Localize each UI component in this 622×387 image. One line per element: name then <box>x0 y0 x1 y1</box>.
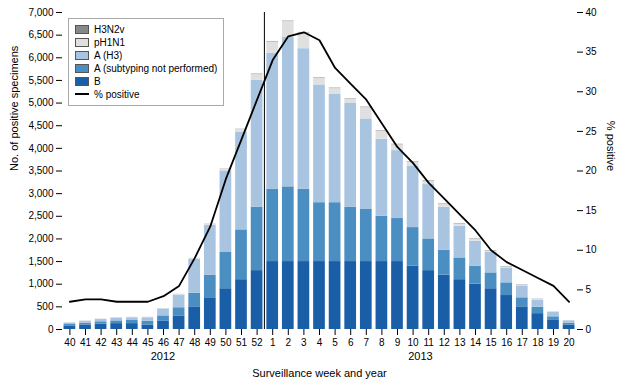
svg-text:44: 44 <box>127 337 139 348</box>
svg-text:2013: 2013 <box>408 350 432 362</box>
svg-text:% positive: % positive <box>605 121 617 171</box>
svg-text:20: 20 <box>586 165 598 176</box>
svg-text:48: 48 <box>189 337 201 348</box>
svg-text:2,500: 2,500 <box>28 210 53 221</box>
svg-text:16: 16 <box>501 337 513 348</box>
svg-text:12: 12 <box>439 337 451 348</box>
svg-text:14: 14 <box>470 337 482 348</box>
svg-text:46: 46 <box>158 337 170 348</box>
svg-text:15: 15 <box>486 337 498 348</box>
html-text:A (H3): A (H3) <box>94 50 123 61</box>
html-text:A (subtyping not performed): A (subtyping not performed) <box>94 63 218 74</box>
svg-text:8: 8 <box>379 337 385 348</box>
html-text:B: B <box>94 76 101 87</box>
svg-text:4,500: 4,500 <box>28 120 53 131</box>
svg-text:40: 40 <box>64 337 76 348</box>
svg-text:6,000: 6,000 <box>28 52 53 63</box>
svg-text:49: 49 <box>205 337 217 348</box>
svg-text:Surveillance week and year: Surveillance week and year <box>252 367 387 379</box>
svg-text:42: 42 <box>96 337 108 348</box>
svg-text:2,000: 2,000 <box>28 233 53 244</box>
svg-text:4,000: 4,000 <box>28 143 53 154</box>
svg-text:51: 51 <box>236 337 248 348</box>
svg-text:No. of positive specimens: No. of positive specimens <box>8 45 20 171</box>
svg-text:3,000: 3,000 <box>28 188 53 199</box>
svg-text:19: 19 <box>548 337 560 348</box>
svg-text:52: 52 <box>252 337 264 348</box>
svg-text:47: 47 <box>174 337 186 348</box>
svg-text:6: 6 <box>348 337 354 348</box>
svg-text:9: 9 <box>395 337 401 348</box>
svg-text:11: 11 <box>424 337 435 348</box>
svg-text:50: 50 <box>220 337 232 348</box>
svg-text:500: 500 <box>37 301 54 312</box>
svg-text:5: 5 <box>332 337 338 348</box>
svg-text:2012: 2012 <box>151 350 175 362</box>
html-text:H3N2v: H3N2v <box>94 24 125 35</box>
svg-text:25: 25 <box>586 126 598 137</box>
svg-text:5: 5 <box>586 284 592 295</box>
svg-text:40: 40 <box>586 7 598 18</box>
svg-text:41: 41 <box>80 337 92 348</box>
svg-text:43: 43 <box>111 337 123 348</box>
svg-text:30: 30 <box>586 86 598 97</box>
svg-text:7,000: 7,000 <box>28 7 53 18</box>
svg-text:1,500: 1,500 <box>28 256 53 267</box>
svg-text:0: 0 <box>48 324 54 335</box>
svg-text:13: 13 <box>454 337 466 348</box>
svg-text:10: 10 <box>408 337 420 348</box>
svg-text:7: 7 <box>364 337 370 348</box>
svg-text:15: 15 <box>586 205 598 216</box>
svg-text:3,500: 3,500 <box>28 165 53 176</box>
svg-text:20: 20 <box>564 337 576 348</box>
svg-text:5,000: 5,000 <box>28 97 53 108</box>
svg-text:0: 0 <box>586 324 592 335</box>
svg-text:45: 45 <box>142 337 154 348</box>
svg-text:10: 10 <box>586 244 598 255</box>
html-text:pH1N1: pH1N1 <box>94 37 126 48</box>
svg-text:3: 3 <box>301 337 307 348</box>
svg-text:17: 17 <box>517 337 529 348</box>
svg-text:1: 1 <box>270 337 276 348</box>
svg-text:18: 18 <box>532 337 544 348</box>
svg-text:1,000: 1,000 <box>28 278 53 289</box>
html-text:% positive: % positive <box>94 89 140 100</box>
svg-text:6,500: 6,500 <box>28 29 53 40</box>
svg-text:35: 35 <box>586 46 598 57</box>
svg-text:4: 4 <box>317 337 323 348</box>
svg-text:5,500: 5,500 <box>28 75 53 86</box>
svg-text:2: 2 <box>286 337 292 348</box>
